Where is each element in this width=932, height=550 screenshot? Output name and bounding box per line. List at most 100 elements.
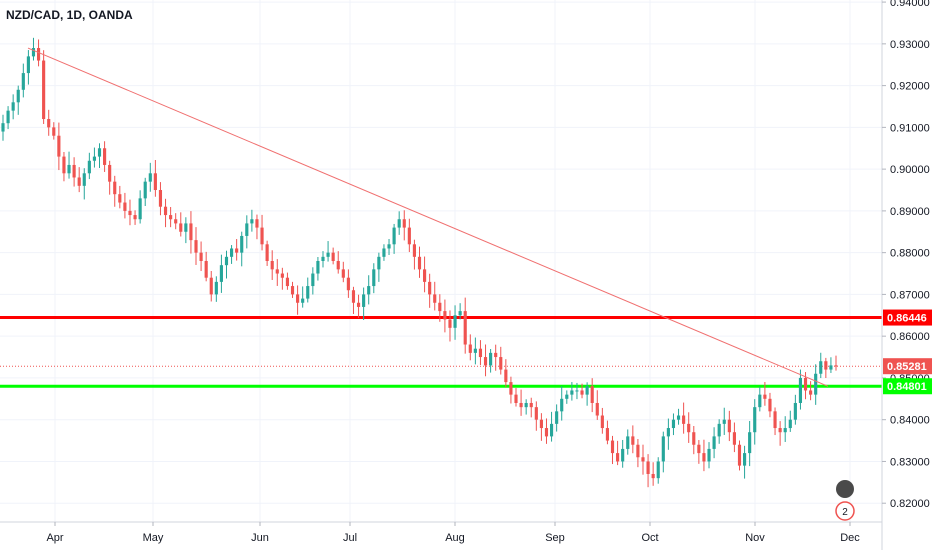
candle-body <box>42 60 46 120</box>
price-tags: 0.86446 0.85281 0.84801 <box>883 309 932 395</box>
candle-body <box>570 390 574 395</box>
candle-body <box>504 369 508 383</box>
candle-body <box>428 281 432 295</box>
price-tick-label: 0.86000 <box>890 331 930 343</box>
candle-body <box>727 419 731 433</box>
candle-body <box>824 361 828 370</box>
candle-body <box>468 344 472 353</box>
chart-grid <box>0 0 882 522</box>
candle-body <box>108 164 112 182</box>
time-tick-label: Jun <box>251 532 269 544</box>
candle-body <box>67 164 71 174</box>
candle-body <box>356 302 361 307</box>
candle-body <box>834 365 838 367</box>
candle-body <box>153 173 157 191</box>
candle-body <box>509 382 513 395</box>
candle-body <box>529 402 533 408</box>
time-tick-label: May <box>143 532 164 544</box>
candle-body <box>270 261 274 270</box>
candle-body <box>26 56 30 74</box>
candle-body <box>82 173 86 186</box>
snapshot-icon[interactable] <box>836 480 854 498</box>
price-tick-label: 0.87000 <box>890 289 930 301</box>
candle-body <box>682 415 686 424</box>
price-tick-label: 0.89000 <box>890 206 930 218</box>
candle-body <box>219 265 223 282</box>
candle-body <box>194 240 198 253</box>
candle-body <box>600 415 604 429</box>
candle-body <box>138 198 142 220</box>
candle-body <box>250 219 254 224</box>
time-tick-label: Aug <box>445 532 465 544</box>
candle-body <box>621 448 625 462</box>
alert-icon[interactable] <box>835 501 855 521</box>
candle-body <box>788 419 792 429</box>
candle-body <box>636 444 640 458</box>
price-tick-label: 0.82000 <box>890 498 930 510</box>
chart-title: NZD/CAD, 1D, OANDA <box>6 8 133 22</box>
price-tag-label: 0.84801 <box>887 381 927 393</box>
candle-body <box>382 248 386 257</box>
candle-body <box>316 261 320 274</box>
time-tick-label: Sep <box>545 532 565 544</box>
candle-body <box>651 473 655 479</box>
candle-body <box>235 248 239 253</box>
candle-body <box>199 252 203 261</box>
candle-body <box>92 156 97 161</box>
time-tick-label: Oct <box>641 532 658 544</box>
candle-body <box>438 302 442 312</box>
candle-body <box>676 415 681 420</box>
candle-body <box>52 127 56 136</box>
candle-body <box>555 411 559 424</box>
candle-body <box>580 390 584 395</box>
candle-body <box>803 377 808 391</box>
candle-body <box>158 190 163 207</box>
price-axis[interactable] <box>882 0 932 550</box>
candle-body <box>763 394 767 399</box>
candle-body <box>809 390 813 395</box>
candle-body <box>57 135 61 157</box>
candle-body <box>341 269 345 278</box>
candle-body <box>6 110 10 124</box>
candle-body <box>519 402 523 408</box>
candle-body <box>692 432 696 445</box>
time-tick-label: Apr <box>46 532 63 544</box>
drawing-badge[interactable]: 2 <box>835 480 855 521</box>
price-tick-label: 0.91000 <box>890 122 930 134</box>
candle-body <box>661 436 665 462</box>
trend-line[interactable] <box>27 47 829 387</box>
candle-body <box>47 119 51 128</box>
candle-body <box>478 348 483 358</box>
candle-body <box>163 206 168 216</box>
price-tag-bg <box>883 378 932 395</box>
candle-body <box>214 281 218 295</box>
price-tick-label: 0.93000 <box>890 39 930 51</box>
candles <box>1 37 838 488</box>
candle-body <box>737 444 742 466</box>
candle-body <box>666 428 670 437</box>
candle-body <box>143 181 147 199</box>
candle-body <box>483 357 488 366</box>
candle-body <box>575 390 579 392</box>
candle-body <box>829 365 833 370</box>
candle-body <box>397 219 401 228</box>
candle-body <box>169 215 173 220</box>
candle-body <box>671 419 676 429</box>
time-tick-label: Dec <box>840 532 860 544</box>
candle-body <box>595 402 599 416</box>
candle-body <box>296 294 300 303</box>
candle-body <box>544 428 549 437</box>
candle-body <box>372 269 376 287</box>
candle-body <box>179 223 183 232</box>
candle-body <box>174 219 178 224</box>
candle-body <box>707 448 711 462</box>
candle-body <box>392 227 396 245</box>
candle-body <box>631 436 635 445</box>
candle-body <box>549 423 554 437</box>
candle-body <box>717 423 721 437</box>
candle-body <box>702 453 706 462</box>
candle-body <box>301 298 305 303</box>
candle-body <box>387 244 391 249</box>
candle-body <box>732 432 736 445</box>
